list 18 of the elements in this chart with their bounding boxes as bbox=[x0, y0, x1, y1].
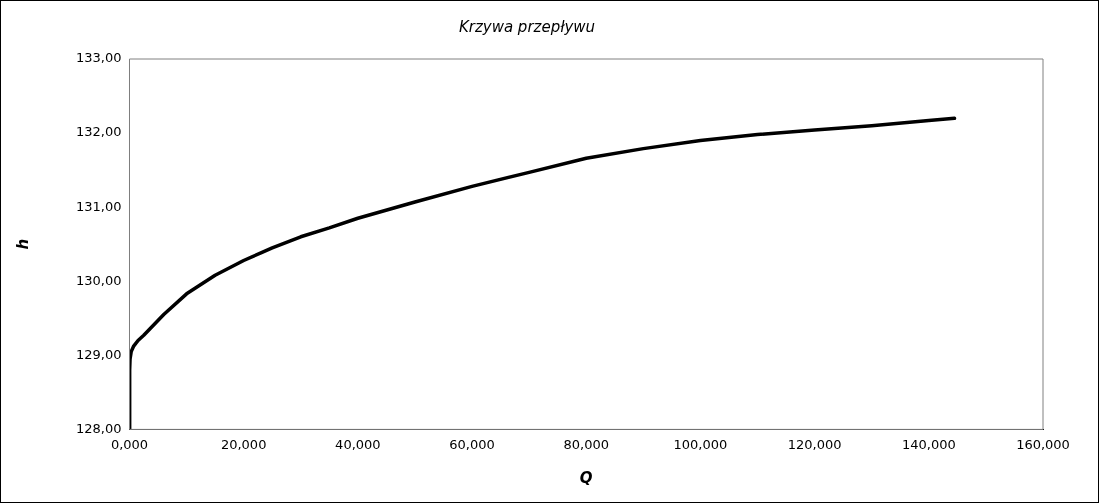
x-tick-label: 60,000 bbox=[449, 436, 495, 452]
y-tick-label: 130,00 bbox=[75, 272, 122, 288]
y-axis-title: h bbox=[13, 238, 32, 250]
x-tick-label: 160,000 bbox=[1016, 436, 1070, 452]
y-tick-label: 132,00 bbox=[75, 124, 122, 140]
chart-title: Krzywa przepływu bbox=[458, 17, 596, 36]
x-tick-label: 40,000 bbox=[335, 436, 381, 452]
y-tick-label: 133,00 bbox=[75, 50, 122, 66]
y-tick-label: 131,00 bbox=[75, 198, 122, 214]
x-tick-label: 20,000 bbox=[220, 436, 267, 452]
x-tick-label: 100,000 bbox=[673, 436, 728, 452]
x-tick-label: 120,000 bbox=[787, 436, 842, 452]
x-tick-label: 80,000 bbox=[563, 436, 609, 452]
y-tick-label: 129,00 bbox=[75, 346, 122, 362]
y-tick-label: 128,00 bbox=[75, 420, 122, 436]
x-tick-label: 0,000 bbox=[110, 436, 149, 452]
x-tick-label: 140,000 bbox=[901, 436, 956, 452]
x-axis-title: Q bbox=[579, 468, 593, 487]
